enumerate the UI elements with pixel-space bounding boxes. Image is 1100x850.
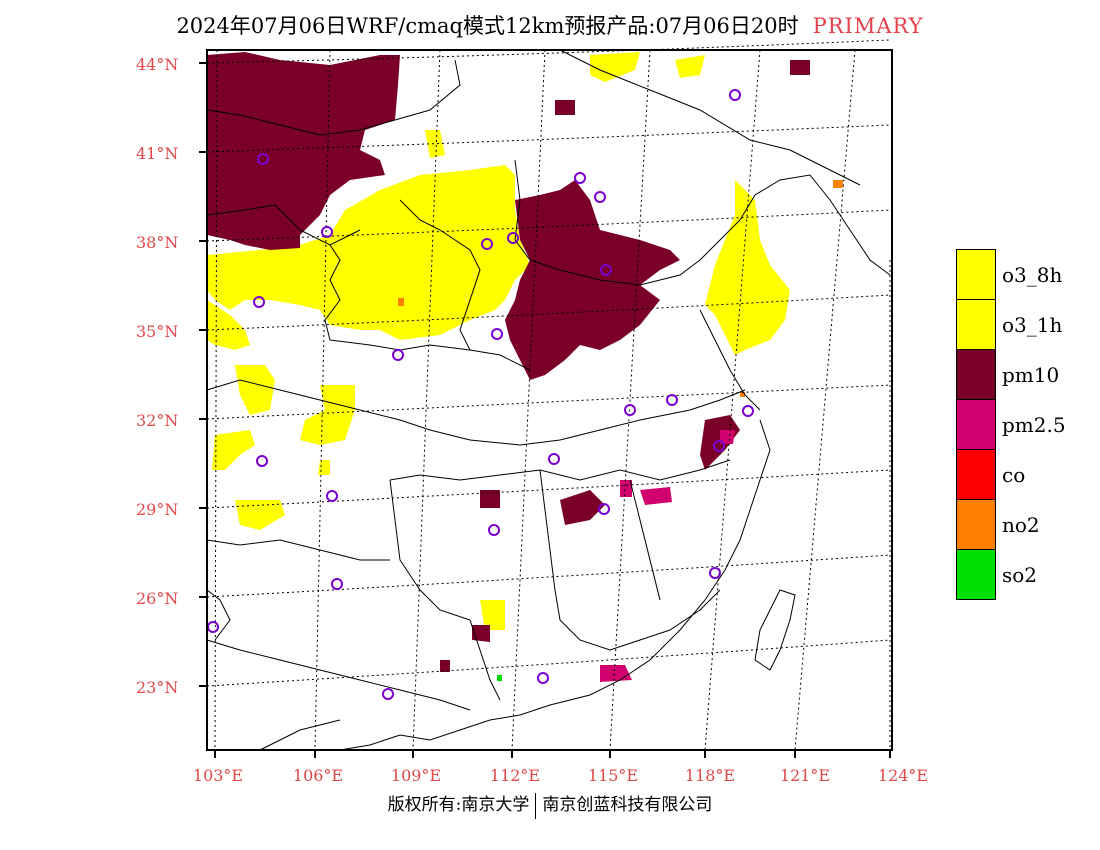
legend-label-co: co	[1002, 463, 1026, 487]
o3-areas	[207, 52, 790, 630]
legend-swatch-so2	[956, 549, 996, 600]
legend-label-so2: so2	[1002, 563, 1038, 587]
footer-divider	[535, 792, 537, 819]
legend-swatch-o3-1h	[956, 299, 996, 350]
legend-swatch-co	[956, 449, 996, 500]
lon-label-115e: 115°E	[587, 766, 639, 785]
map-title: 2024年07月06日WRF/cmaq模式12km预报产品:07月06日20时 P…	[0, 10, 1100, 40]
title-text: 2024年07月06日WRF/cmaq模式12km预报产品:07月06日20时	[176, 14, 799, 38]
lon-label-103e: 103°E	[192, 766, 244, 785]
copyright-left: 版权所有:南京大学	[387, 795, 530, 815]
lat-label-23n: 23°N	[136, 678, 179, 697]
legend-label-no2: no2	[1002, 513, 1040, 537]
legend-label-pm10: pm10	[1002, 363, 1060, 387]
legend-label-pm25: pm2.5	[1002, 413, 1066, 437]
legend-label-o3-8h: o3_8h	[1002, 263, 1063, 287]
axis-ticks	[199, 62, 891, 758]
lon-label-112e: 112°E	[489, 766, 541, 785]
legend-swatch-pm10	[956, 349, 996, 400]
lat-label-41n: 41°N	[136, 144, 179, 163]
legend-label-o3-1h: o3_1h	[1002, 313, 1063, 337]
graticule	[206, 39, 891, 751]
lat-label-29n: 29°N	[136, 500, 179, 519]
no2-areas	[398, 180, 843, 397]
primary-tag: PRIMARY	[812, 14, 924, 38]
map-frame	[206, 49, 893, 751]
lat-label-32n: 32°N	[136, 411, 179, 430]
lat-label-38n: 38°N	[136, 233, 179, 252]
so2-areas	[497, 675, 502, 681]
station-markers	[207, 89, 754, 700]
lon-label-106e: 106°E	[292, 766, 344, 785]
copyright-footer: 版权所有:南京大学 南京创蓝科技有限公司	[0, 790, 1100, 819]
legend-swatch-pm25	[956, 399, 996, 450]
lon-label-124e: 124°E	[877, 766, 929, 785]
copyright-right: 南京创蓝科技有限公司	[542, 795, 713, 815]
pm10-areas	[207, 52, 810, 672]
lat-label-26n: 26°N	[136, 589, 179, 608]
lat-label-35n: 35°N	[136, 322, 179, 341]
lon-label-121e: 121°E	[779, 766, 831, 785]
legend-swatch-o3-8h	[956, 249, 996, 300]
pm25-areas	[600, 430, 735, 682]
lon-label-109e: 109°E	[390, 766, 442, 785]
lat-label-44n: 44°N	[136, 55, 179, 74]
lon-label-118e: 118°E	[684, 766, 736, 785]
boundaries	[206, 49, 891, 751]
legend-swatch-no2	[956, 499, 996, 550]
